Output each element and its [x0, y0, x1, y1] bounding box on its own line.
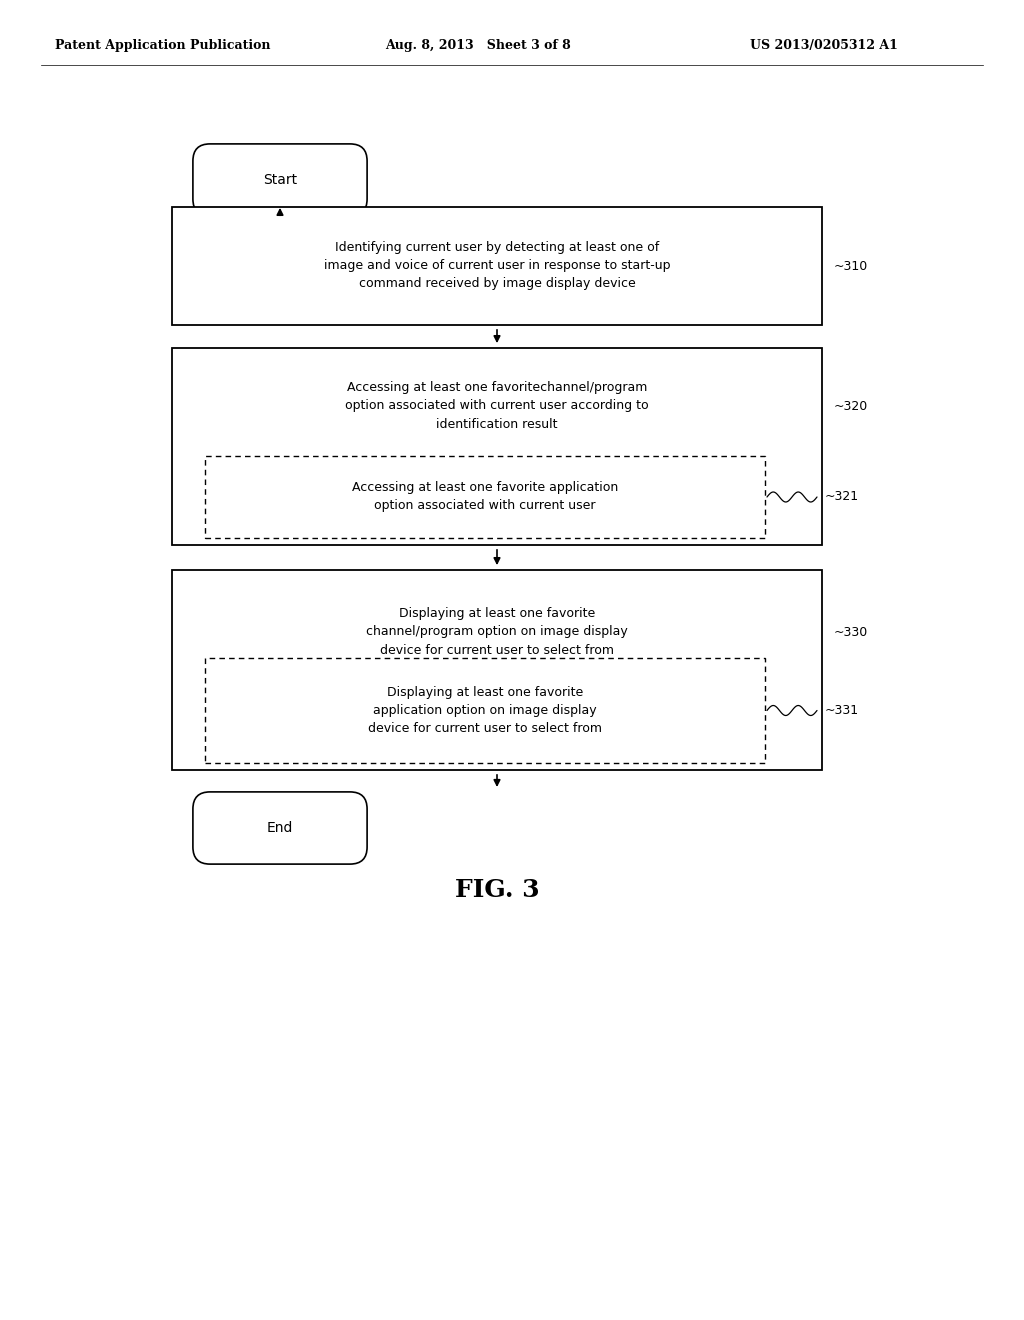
Text: FIG. 3: FIG. 3 — [455, 878, 540, 902]
Text: ~331: ~331 — [825, 704, 859, 717]
Text: ~321: ~321 — [825, 491, 859, 503]
FancyBboxPatch shape — [193, 792, 367, 865]
Text: Aug. 8, 2013   Sheet 3 of 8: Aug. 8, 2013 Sheet 3 of 8 — [385, 38, 570, 51]
Text: US 2013/0205312 A1: US 2013/0205312 A1 — [750, 38, 898, 51]
Text: Displaying at least one favorite
application option on image display
device for : Displaying at least one favorite applica… — [368, 686, 602, 735]
Bar — [172, 570, 822, 770]
Text: Patent Application Publication: Patent Application Publication — [55, 38, 270, 51]
Bar — [205, 657, 765, 763]
Text: Accessing at least one favorite application
option associated with current user: Accessing at least one favorite applicat… — [352, 482, 618, 512]
Bar — [172, 348, 822, 545]
Text: ~320: ~320 — [834, 400, 868, 412]
Text: ~330: ~330 — [834, 626, 868, 639]
Text: Displaying at least one favorite
channel/program option on image display
device : Displaying at least one favorite channel… — [367, 607, 628, 656]
Bar — [205, 455, 765, 539]
Text: Start: Start — [263, 173, 297, 187]
Text: Accessing at least one favoritechannel/program
option associated with current us: Accessing at least one favoritechannel/p… — [345, 381, 649, 430]
Text: ~310: ~310 — [834, 260, 868, 272]
FancyBboxPatch shape — [193, 144, 367, 216]
Bar — [172, 207, 822, 325]
Text: Identifying current user by detecting at least one of
image and voice of current: Identifying current user by detecting at… — [324, 242, 671, 290]
Text: End: End — [267, 821, 293, 836]
